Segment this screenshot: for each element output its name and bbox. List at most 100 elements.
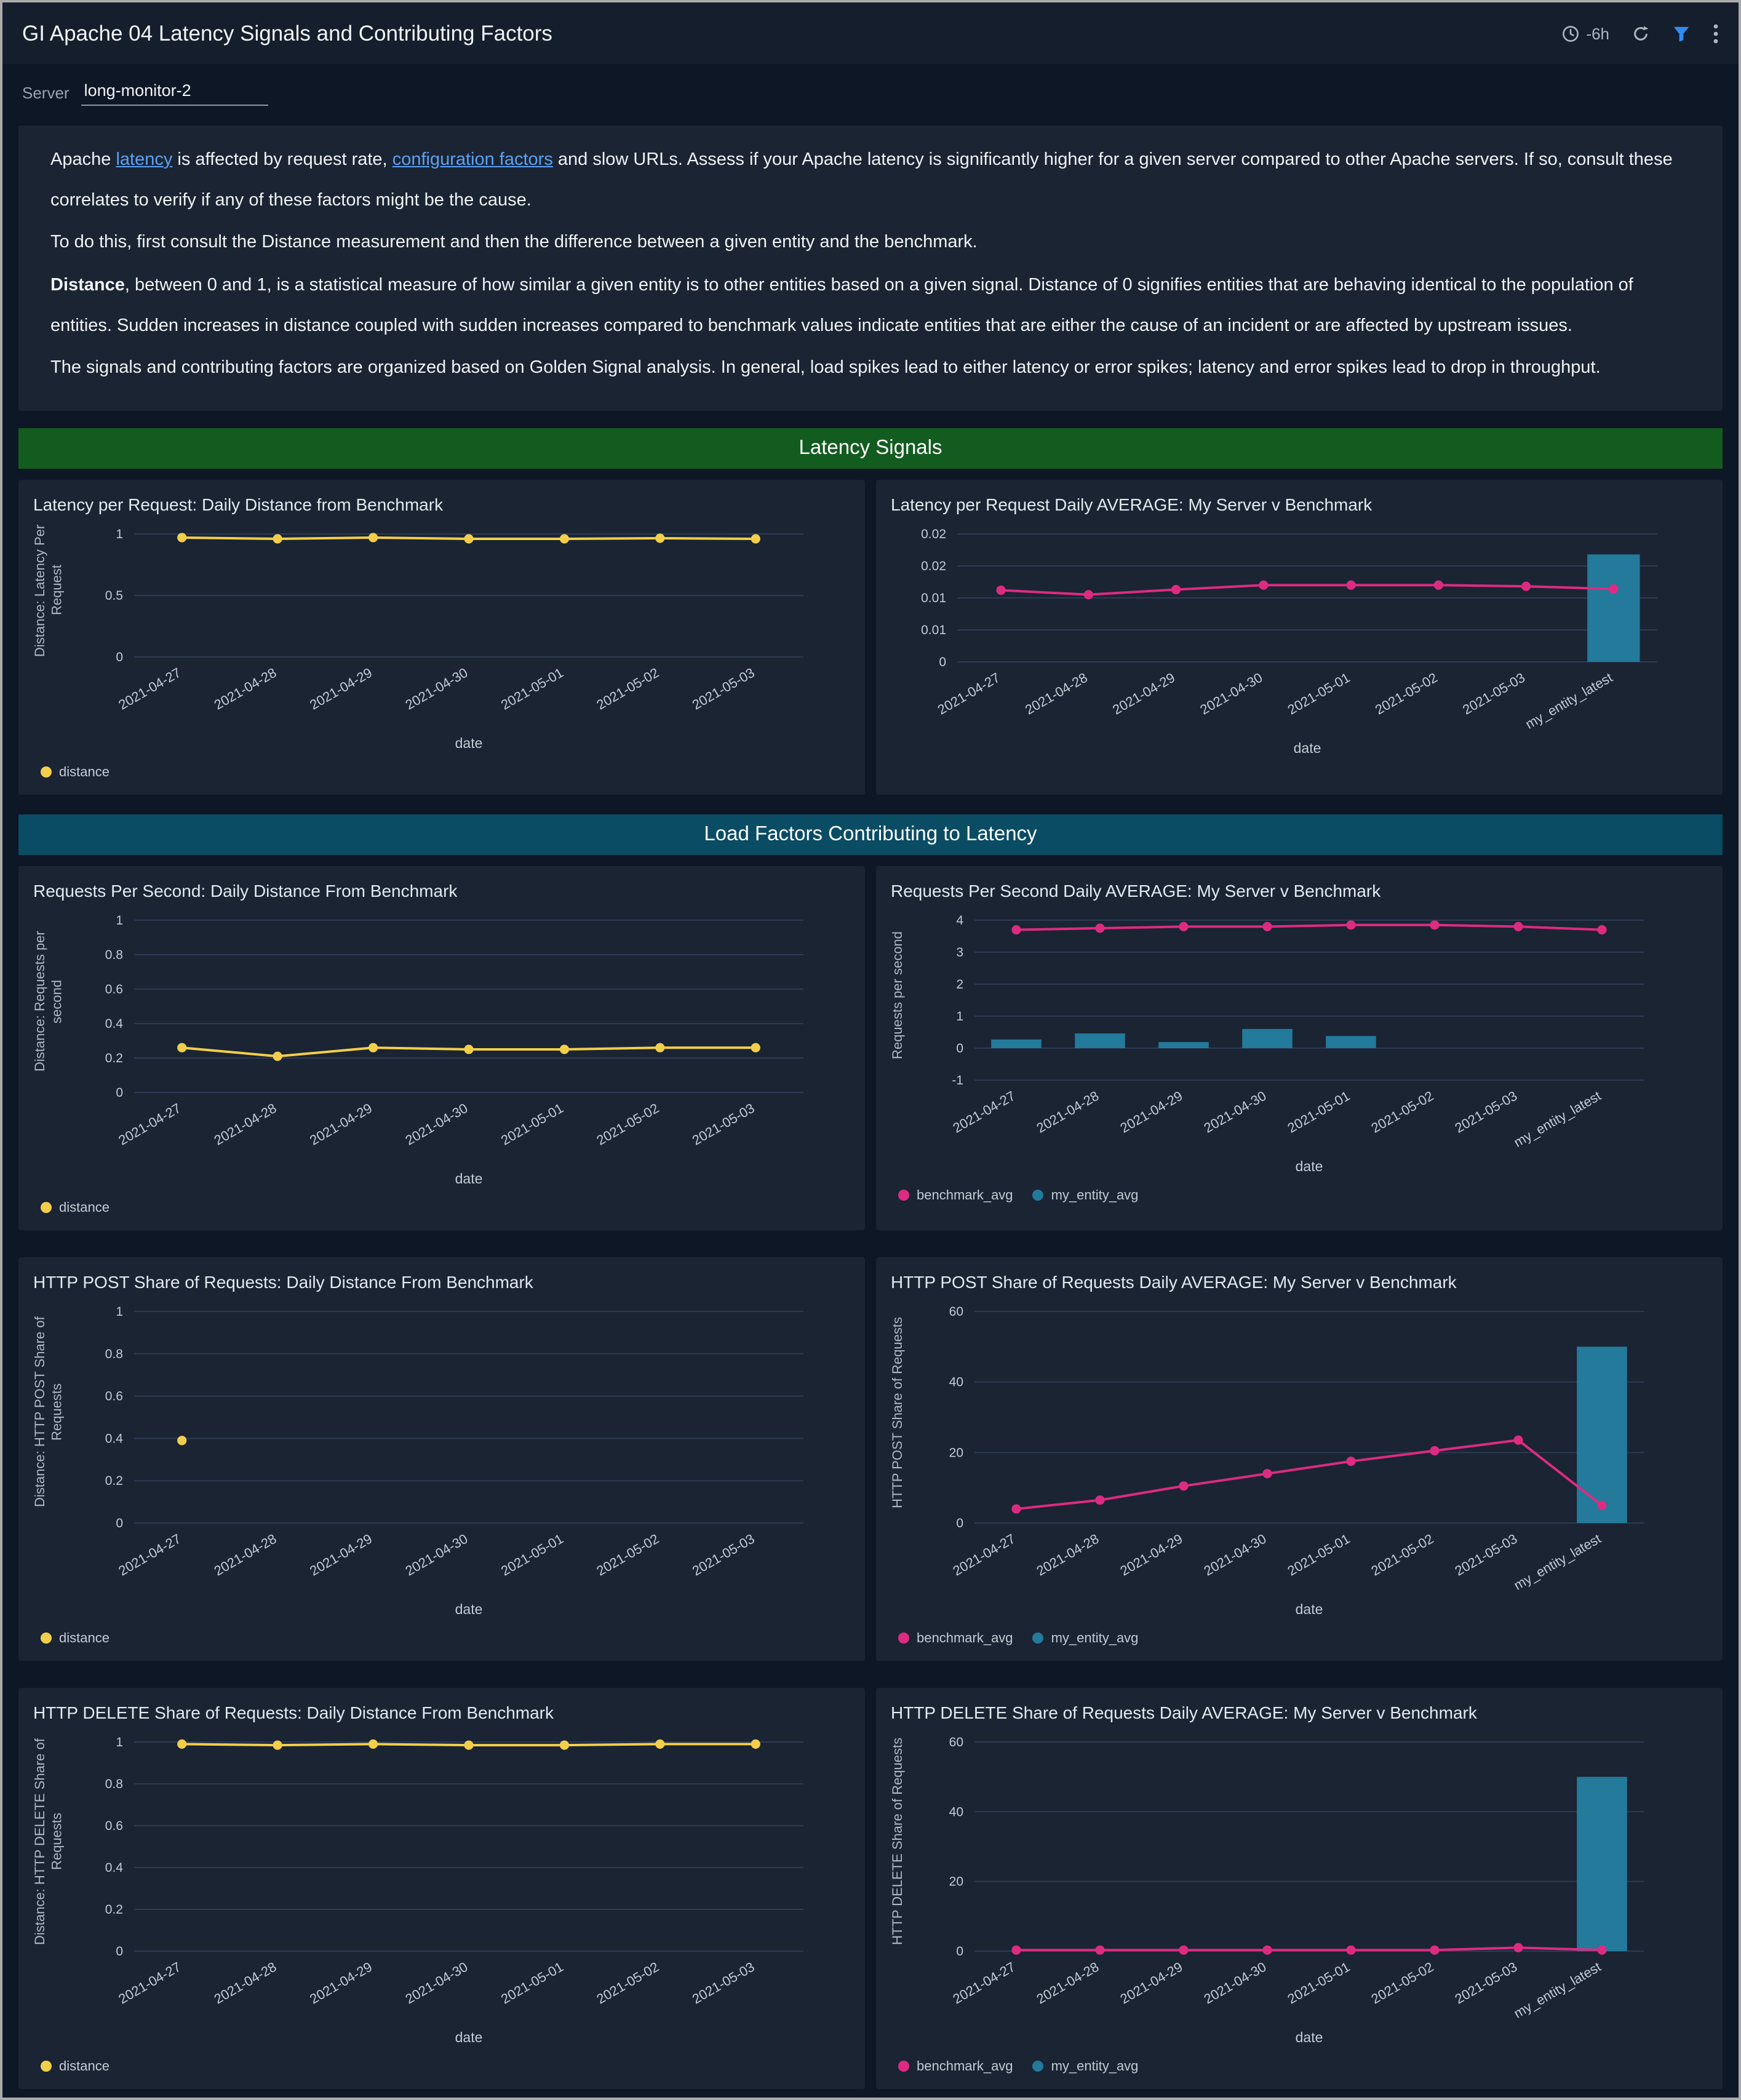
- chart-legend: distance: [33, 1629, 850, 1651]
- svg-text:2021-04-27: 2021-04-27: [950, 1530, 1018, 1578]
- svg-text:0.6: 0.6: [105, 1389, 122, 1403]
- svg-text:my_entity_latest: my_entity_latest: [1511, 1530, 1603, 1593]
- chart-panel-rps-average: Requests Per Second Daily AVERAGE: My Se…: [876, 865, 1723, 1230]
- legend-label: my_entity_avg: [1051, 2059, 1139, 2074]
- svg-text:1: 1: [115, 527, 122, 541]
- chart-panel-rps-distance: Requests Per Second: Daily Distance From…: [18, 865, 865, 1230]
- chart-legend: distance: [33, 2057, 850, 2079]
- svg-text:0: 0: [115, 1944, 122, 1959]
- dashboard-content: Apache latency is affected by request ra…: [2, 125, 1739, 2098]
- line-bar-chart-canvas[interactable]: 0 0.01 0.01 0.02 0.02 2021-04-27 2021-04-28 202…: [893, 522, 1699, 768]
- legend-item[interactable]: my_entity_avg: [1032, 2059, 1139, 2074]
- server-filter-input[interactable]: [81, 79, 269, 106]
- y-axis-label: Distance: Requests per second: [33, 931, 65, 1072]
- section-banner-latency-signals: Latency Signals: [18, 428, 1723, 469]
- chart-legend: benchmark_avg my_entity_avg: [891, 2057, 1708, 2079]
- legend-color-dot: [898, 1190, 909, 1201]
- section-title: Load Factors Contributing to Latency: [704, 822, 1037, 845]
- menu-button[interactable]: [1713, 23, 1719, 44]
- legend-item[interactable]: my_entity_avg: [1032, 1631, 1138, 1646]
- legend-color-dot: [41, 766, 52, 778]
- legend-item[interactable]: benchmark_avg: [898, 1631, 1013, 1646]
- line-bar-chart-canvas[interactable]: 0 20 40 60 2021-04-27 2021-04-28 2021-04-29 202…: [910, 1730, 1686, 2057]
- line-chart-canvas[interactable]: 0 0.2 0.4 0.6 0.8 1 2021-04-27 2021-04-28 2021-0…: [70, 1299, 845, 1629]
- line-chart-canvas[interactable]: 0 0.2 0.4 0.6 0.8 1 2021-04-27 2021-04-28 2021-0…: [70, 1730, 845, 2057]
- svg-text:2021-04-27: 2021-04-27: [950, 1959, 1018, 2007]
- svg-text:2021-04-27: 2021-04-27: [115, 1959, 183, 2007]
- svg-text:0.4: 0.4: [105, 1017, 123, 1031]
- chart-title: Latency per Request Daily AVERAGE: My Se…: [891, 494, 1372, 514]
- legend-color-dot: [41, 2061, 52, 2072]
- svg-text:2021-05-01: 2021-05-01: [498, 1530, 565, 1578]
- line-chart-canvas[interactable]: 0 0.2 0.4 0.6 0.8 1 2021-04-27 2021-04-28 2021-0…: [70, 908, 845, 1198]
- line-bar-chart-canvas[interactable]: -1 0 1 2 3 4 2021-04-27 2021-04-28 2021-04-29 202…: [910, 908, 1686, 1186]
- svg-text:20: 20: [949, 1446, 963, 1460]
- refresh-button[interactable]: [1631, 24, 1650, 42]
- svg-text:2021-04-27: 2021-04-27: [115, 1100, 183, 1148]
- svg-text:2021-05-02: 2021-05-02: [593, 664, 661, 712]
- svg-text:date: date: [455, 1601, 482, 1617]
- svg-text:1: 1: [956, 1009, 963, 1024]
- legend-color-dot: [41, 1633, 52, 1644]
- legend-item[interactable]: distance: [41, 1201, 110, 1215]
- inline-link[interactable]: configuration factors: [392, 150, 553, 170]
- text: To do this, first consult the Distance m…: [50, 233, 978, 253]
- svg-text:0.2: 0.2: [105, 1903, 122, 1917]
- svg-text:20: 20: [949, 1874, 963, 1888]
- time-range-label: -6h: [1586, 24, 1609, 42]
- svg-text:2021-05-02: 2021-05-02: [1368, 1530, 1436, 1578]
- text: Apache: [50, 150, 116, 170]
- svg-text:0.01: 0.01: [921, 591, 946, 605]
- y-axis-label: Requests per second: [891, 931, 906, 1059]
- svg-text:2021-05-02: 2021-05-02: [593, 1959, 661, 2007]
- chart-title: Latency per Request: Daily Distance from…: [33, 494, 444, 514]
- chart-title: HTTP DELETE Share of Requests: Daily Dis…: [33, 1702, 554, 1722]
- svg-text:2021-04-30: 2021-04-30: [1201, 1959, 1269, 2007]
- line-bar-chart-canvas[interactable]: 0 20 40 60 2021-04-27 2021-04-28 2021-04-29 202…: [910, 1299, 1686, 1629]
- filter-button[interactable]: [1672, 24, 1691, 42]
- svg-text:0.02: 0.02: [921, 527, 946, 541]
- svg-text:1: 1: [115, 913, 122, 928]
- chart-panel-latency-average: Latency per Request Daily AVERAGE: My Se…: [876, 479, 1723, 795]
- svg-text:2021-05-01: 2021-05-01: [498, 664, 565, 712]
- inline-link[interactable]: latency: [116, 150, 173, 170]
- description-paragraphs: Apache latency is affected by request ra…: [50, 140, 1691, 389]
- svg-text:2021-04-29: 2021-04-29: [306, 1959, 374, 2007]
- svg-text:date: date: [1294, 740, 1321, 756]
- svg-text:2021-04-27: 2021-04-27: [115, 1530, 183, 1578]
- chart-title: HTTP POST Share of Requests Daily AVERAG…: [891, 1271, 1457, 1292]
- svg-text:0.6: 0.6: [105, 982, 122, 996]
- time-range-control[interactable]: -6h: [1561, 24, 1609, 42]
- svg-text:2: 2: [956, 977, 963, 992]
- svg-text:0.6: 0.6: [105, 1819, 122, 1833]
- latency-signals-grid: Latency per Request: Daily Distance from…: [18, 479, 1723, 795]
- svg-text:date: date: [455, 1171, 482, 1187]
- legend-item[interactable]: benchmark_avg: [898, 1188, 1013, 1203]
- chart-panel-post-distance: HTTP POST Share of Requests: Daily Dista…: [18, 1257, 865, 1661]
- legend-item[interactable]: distance: [41, 1631, 110, 1646]
- clock-icon: [1563, 25, 1579, 41]
- svg-text:my_entity_latest: my_entity_latest: [1523, 669, 1615, 731]
- text: , between 0 and 1, is a statistical meas…: [50, 275, 1633, 335]
- legend-item[interactable]: distance: [41, 2059, 110, 2074]
- svg-text:60: 60: [949, 1305, 963, 1319]
- svg-text:0.8: 0.8: [105, 1346, 122, 1361]
- legend-label: distance: [59, 2059, 110, 2074]
- svg-text:60: 60: [949, 1735, 963, 1749]
- legend-item[interactable]: my_entity_avg: [1032, 1188, 1138, 1203]
- svg-text:0: 0: [115, 650, 122, 664]
- svg-text:0: 0: [956, 1516, 963, 1530]
- svg-text:2021-04-30: 2021-04-30: [1201, 1530, 1269, 1578]
- svg-text:2021-05-01: 2021-05-01: [498, 1100, 565, 1148]
- svg-text:3: 3: [956, 945, 963, 960]
- svg-text:2021-04-29: 2021-04-29: [1110, 669, 1177, 717]
- dashboard-title: GI Apache 04 Latency Signals and Contrib…: [22, 20, 552, 45]
- legend-item[interactable]: distance: [41, 765, 110, 780]
- line-chart-canvas[interactable]: 0 0.5 1 2021-04-27 2021-04-28 2021-04-29 2021-…: [70, 522, 845, 763]
- legend-label: distance: [59, 1631, 110, 1646]
- legend-item[interactable]: benchmark_avg: [898, 2059, 1013, 2074]
- svg-text:2021-04-27: 2021-04-27: [115, 664, 183, 712]
- legend-label: benchmark_avg: [917, 1188, 1013, 1203]
- svg-text:4: 4: [956, 913, 963, 928]
